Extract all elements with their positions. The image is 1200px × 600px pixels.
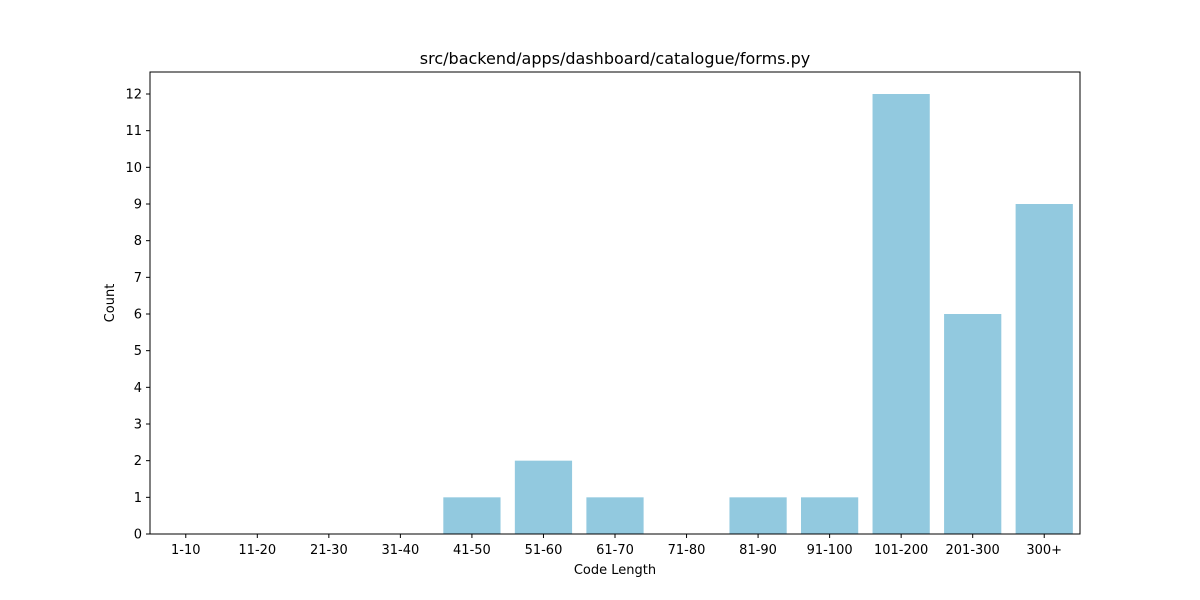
bar-81-90 <box>729 497 787 534</box>
x-tick-label: 21-30 <box>310 543 348 558</box>
x-tick-label: 201-300 <box>946 543 1000 558</box>
bar-91-100 <box>801 497 859 534</box>
y-tick-label: 2 <box>134 454 142 469</box>
y-tick-label: 6 <box>134 308 142 323</box>
y-tick-label: 5 <box>134 344 142 359</box>
y-tick-label: 4 <box>134 381 142 396</box>
x-tick-label: 41-50 <box>453 543 491 558</box>
bar-101-200 <box>872 94 930 534</box>
bar-201-300 <box>944 314 1002 534</box>
x-tick-label: 81-90 <box>739 543 777 558</box>
x-tick-label: 61-70 <box>596 543 634 558</box>
x-tick-label: 91-100 <box>807 543 853 558</box>
y-tick-label: 11 <box>125 124 142 139</box>
bars-group <box>443 94 1073 534</box>
x-tick-label: 51-60 <box>525 543 563 558</box>
bar-41-50 <box>443 497 501 534</box>
y-tick-label: 7 <box>134 271 142 286</box>
y-tick-label: 0 <box>134 528 142 543</box>
bar-300+ <box>1015 204 1073 534</box>
bar-61-70 <box>586 497 644 534</box>
plot-frame <box>149 71 1081 535</box>
y-tick-label: 10 <box>125 161 142 176</box>
x-tick-label: 101-200 <box>874 543 928 558</box>
y-axis-label: Count <box>103 284 118 323</box>
y-tick-label: 1 <box>134 491 142 506</box>
y-tick-label: 12 <box>125 88 142 103</box>
y-tick-label: 8 <box>134 234 142 249</box>
chart-title: src/backend/apps/dashboard/catalogue/for… <box>420 49 810 68</box>
bar-51-60 <box>514 460 573 534</box>
x-tick-label: 31-40 <box>381 543 419 558</box>
x-axis-label: Code Length <box>574 563 656 578</box>
x-tick-label: 300+ <box>1026 543 1062 558</box>
y-tick-label: 3 <box>134 418 142 433</box>
y-tick-label: 9 <box>134 198 142 213</box>
x-axis: 1-10 11-20 21-30 31-40 41-50 51-60 61-70 71-80 8… <box>171 534 1062 558</box>
x-tick-label: 1-10 <box>171 543 201 558</box>
x-tick-label: 71-80 <box>668 543 706 558</box>
x-tick-label: 11-20 <box>238 543 276 558</box>
